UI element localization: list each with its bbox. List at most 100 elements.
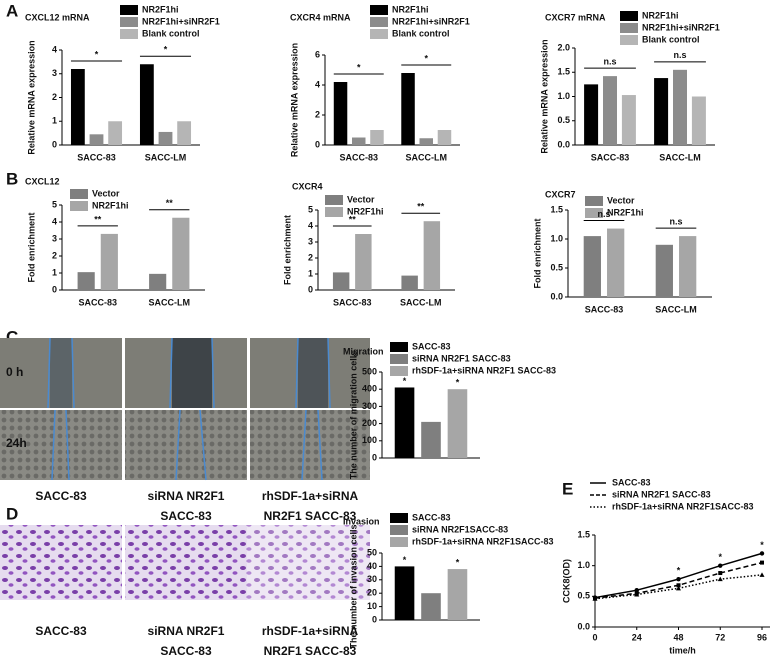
x-tick-label: SACC-LM (145, 152, 187, 162)
legend-swatch (620, 11, 638, 21)
chart-title: CXCR7 mRNA (545, 12, 606, 22)
panel-letter: D (6, 504, 18, 523)
legend-swatch (325, 207, 343, 217)
image-caption: NR2F1 SACC-83 (264, 509, 357, 523)
significance: ** (349, 214, 357, 224)
y-axis-label: The number of migration cells (348, 351, 358, 480)
bar (355, 234, 372, 290)
y-tick-label: 0 (372, 614, 377, 624)
x-tick-label: 96 (757, 632, 767, 642)
image-caption: rhSDF-1a+siRNA (262, 489, 359, 503)
y-tick-label: 10 (367, 601, 377, 611)
bar (679, 236, 697, 297)
bar (370, 130, 384, 145)
y-tick-label: 0.5 (550, 262, 563, 272)
legend-swatch (370, 29, 388, 39)
legend-swatch (390, 513, 408, 523)
legend-swatch (585, 196, 603, 206)
legend-label: Vector (607, 195, 635, 205)
significance: * (677, 566, 681, 576)
significance: n.s (597, 209, 610, 219)
bar (394, 566, 415, 620)
marker (760, 560, 764, 565)
bar (437, 130, 452, 145)
y-axis-label: Fold enrichment (282, 215, 292, 285)
legend-label: siRNA NR2F1 SACC-83 (412, 353, 511, 363)
bar (584, 84, 599, 145)
invasion-images (0, 525, 370, 600)
image-caption: SACC-83 (160, 509, 212, 523)
x-tick-label: SACC-83 (333, 297, 372, 307)
marker (676, 583, 681, 588)
y-tick-label: 40 (367, 561, 377, 571)
y-tick-label: 2 (308, 252, 313, 262)
marker (718, 563, 723, 568)
chart-title: CXCL12 (25, 176, 60, 186)
x-tick-label: SACC-LM (406, 152, 448, 162)
legend-label: NR2F1hi (92, 200, 129, 210)
bar (70, 69, 85, 145)
legend-swatch (70, 189, 88, 199)
legend-label: NR2F1hi (142, 4, 179, 14)
y-tick-label: 0 (308, 284, 313, 294)
y-tick-label: 20 (367, 588, 377, 598)
y-tick-label: 3 (52, 68, 57, 78)
legend-swatch (120, 5, 138, 15)
y-tick-label: 1.0 (557, 91, 570, 101)
chart-title: CXCL12 mRNA (25, 12, 90, 22)
legend-label: NR2F1hi (392, 4, 429, 14)
y-tick-label: 2 (52, 250, 57, 260)
bar (583, 236, 601, 297)
image-caption: siRNA NR2F1 (148, 489, 225, 503)
y-tick-label: 0.0 (550, 291, 563, 301)
marker (718, 571, 723, 576)
y-axis-label: Fold enrichment (532, 218, 542, 288)
y-tick-label: 4 (315, 79, 320, 89)
bar (447, 389, 468, 458)
bar (333, 82, 348, 145)
significance: ** (94, 214, 102, 224)
significance: ** (417, 202, 425, 212)
image-caption: SACC-83 (35, 489, 87, 503)
marker (676, 585, 681, 591)
y-tick-label: 100 (362, 435, 377, 445)
significance: * (424, 53, 428, 63)
legend-swatch (370, 5, 388, 15)
y-tick-label: 5 (52, 199, 57, 209)
bar (423, 221, 441, 290)
legend-label: SACC-83 (612, 477, 651, 487)
bar (603, 76, 617, 145)
x-tick-label: SACC-83 (78, 297, 117, 307)
legend-label: Vector (347, 194, 375, 204)
y-tick-label: 0 (315, 139, 320, 149)
y-tick-label: 2.0 (557, 42, 570, 52)
legend-swatch (390, 342, 408, 352)
marker (717, 576, 723, 582)
x-tick-label: 48 (673, 632, 683, 642)
y-tick-label: 1.0 (550, 233, 563, 243)
chart-title: Migration (343, 346, 384, 356)
y-tick-label: 50 (367, 547, 377, 557)
bar (419, 138, 433, 145)
legend-label: Blank control (642, 34, 700, 44)
y-axis-label: Relative mRNA expression (539, 39, 549, 153)
y-tick-label: 500 (362, 366, 377, 376)
legend-label: Blank control (142, 28, 200, 38)
y-tick-label: 0 (372, 452, 377, 462)
bar (149, 273, 167, 290)
bar (100, 233, 118, 290)
marker (676, 576, 681, 582)
y-tick-label: 1 (52, 267, 57, 277)
bar (158, 131, 173, 145)
legend-swatch (120, 17, 138, 27)
y-tick-label: 2 (52, 92, 57, 102)
legend-label: NR2F1hi+siNR2F1 (142, 16, 220, 26)
bar (77, 272, 95, 290)
bar (607, 228, 625, 297)
y-tick-label: 3 (52, 233, 57, 243)
significance: * (95, 49, 99, 59)
legend-swatch (325, 195, 343, 205)
significance: ** (166, 198, 174, 208)
marker (759, 572, 765, 577)
